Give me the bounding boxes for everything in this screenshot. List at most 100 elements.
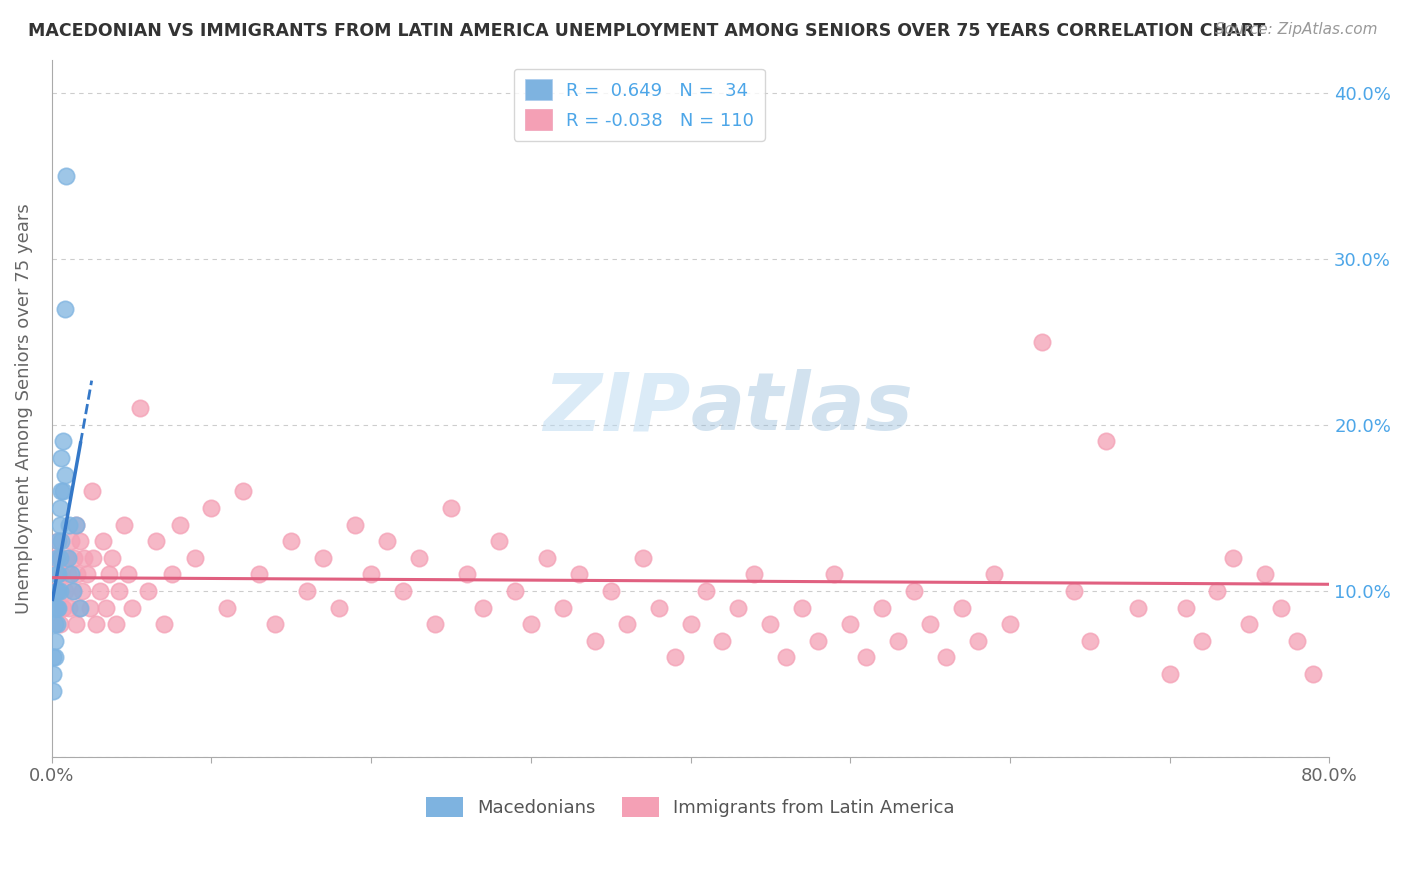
Point [45,600,67,615]
Point [1206,583,1229,598]
Point [121,600,143,615]
Point [108,583,131,598]
Point [744,567,766,582]
Point [887,633,910,648]
Text: ZIP: ZIP [543,369,690,447]
Point [664,650,686,665]
Point [1174,600,1197,615]
Point [1191,633,1213,648]
Point [1078,633,1101,648]
Point [759,617,782,632]
Point [870,600,893,615]
Point [52,600,75,615]
Point [839,617,862,632]
Point [69,600,91,615]
Point [104,617,127,632]
Point [76,567,98,582]
Point [1302,667,1324,681]
Point [328,600,350,615]
Point [45,617,67,632]
Y-axis label: Unemployment Among Seniors over 75 years: Unemployment Among Seniors over 75 years [15,202,32,614]
Point [79,600,101,615]
Point [45,550,67,565]
Point [59,534,82,549]
Point [568,567,591,582]
Point [536,550,558,565]
Point [67,600,90,615]
Point [82,550,104,565]
Point [58,517,80,532]
Point [1254,567,1277,582]
Point [297,583,319,598]
Point [46,583,69,598]
Text: MACEDONIAN VS IMMIGRANTS FROM LATIN AMERICA UNEMPLOYMENT AMONG SENIORS OVER 75 Y: MACEDONIAN VS IMMIGRANTS FROM LATIN AMER… [28,22,1265,40]
Point [58,600,80,615]
Legend: Macedonians, Immigrants from Latin America: Macedonians, Immigrants from Latin Ameri… [419,789,962,824]
Point [775,650,797,665]
Text: Source: ZipAtlas.com: Source: ZipAtlas.com [1215,22,1378,37]
Point [91,534,114,549]
Point [1239,617,1261,632]
Point [679,617,702,632]
Point [727,600,749,615]
Point [48,583,70,598]
Point [46,534,69,549]
Point [855,650,877,665]
Point [1159,667,1181,681]
Point [51,451,73,466]
Point [112,517,135,532]
Text: atlas: atlas [690,369,914,447]
Point [983,567,1005,582]
Point [1222,550,1244,565]
Point [1270,600,1292,615]
Point [45,567,67,582]
Point [48,500,70,515]
Point [51,567,73,582]
Point [117,567,139,582]
Point [65,517,87,532]
Point [375,534,398,549]
Point [823,567,845,582]
Point [62,583,84,598]
Point [42,683,65,698]
Point [950,600,973,615]
Point [583,633,606,648]
Point [456,567,478,582]
Point [918,617,941,632]
Point [440,500,463,515]
Point [52,484,75,499]
Point [232,484,254,499]
Point [136,583,159,598]
Point [935,650,957,665]
Point [169,517,191,532]
Point [551,600,574,615]
Point [44,583,66,598]
Point [344,517,367,532]
Point [42,550,65,565]
Point [247,567,270,582]
Point [65,517,87,532]
Point [80,484,103,499]
Point [503,583,526,598]
Point [264,617,287,632]
Point [392,583,415,598]
Point [86,617,108,632]
Point [66,567,89,582]
Point [56,550,79,565]
Point [63,550,86,565]
Point [160,567,183,582]
Point [145,534,167,549]
Point [52,434,75,449]
Point [217,600,239,615]
Point [998,617,1021,632]
Point [48,550,70,565]
Point [807,633,830,648]
Point [631,550,654,565]
Point [42,650,65,665]
Point [51,534,73,549]
Point [903,583,925,598]
Point [1126,600,1149,615]
Point [280,534,302,549]
Point [98,567,121,582]
Point [48,517,70,532]
